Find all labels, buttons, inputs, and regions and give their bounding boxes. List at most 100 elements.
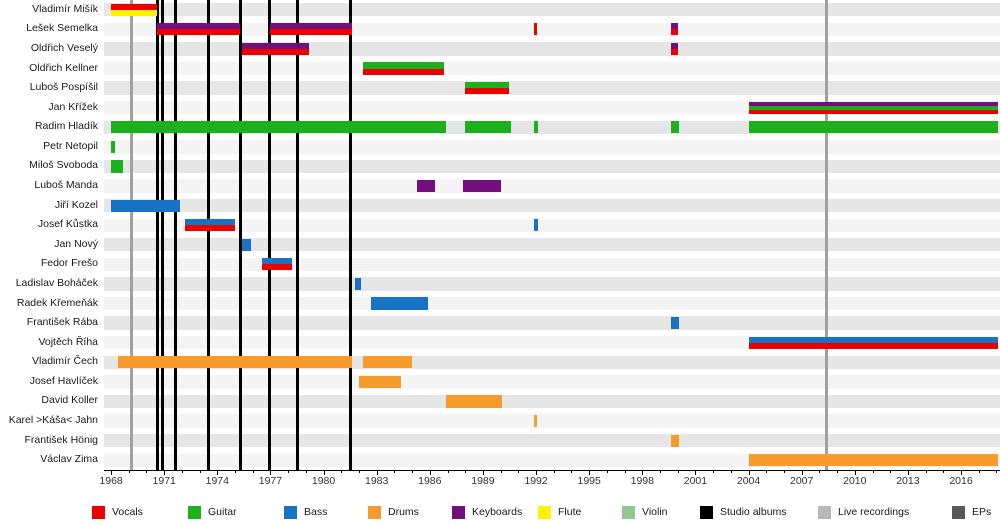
- tenure-bar[interactable]: [670, 434, 680, 447]
- year-tick-minor: [766, 470, 768, 473]
- tenure-bar[interactable]: [670, 317, 680, 330]
- year-tick-major: [270, 470, 272, 475]
- tenure-bar[interactable]: [534, 23, 537, 36]
- tenure-bar[interactable]: [111, 140, 115, 153]
- tenure-bar[interactable]: [748, 121, 999, 134]
- tenure-bar[interactable]: [111, 3, 158, 16]
- role-stripe-vocals: [270, 29, 352, 36]
- year-tick-major: [642, 470, 644, 475]
- tenure-bar[interactable]: [670, 42, 678, 55]
- release-marker-studio: [156, 0, 160, 470]
- legend-item-ep[interactable]: EPs: [952, 504, 991, 520]
- tenure-bar[interactable]: [465, 82, 510, 95]
- tenure-bar[interactable]: [445, 395, 503, 408]
- tenure-bar[interactable]: [111, 199, 181, 212]
- release-marker-live: [129, 0, 133, 470]
- year-tick-minor: [235, 470, 237, 473]
- legend-swatch-flute: [538, 505, 551, 519]
- legend-swatch-guitar: [188, 505, 201, 519]
- release-marker-studio: [239, 0, 243, 470]
- legend-swatch-vocals: [92, 505, 105, 519]
- legend-swatch-ep: [952, 505, 965, 519]
- release-marker-studio: [267, 0, 271, 470]
- year-tick-label: 2001: [683, 475, 708, 487]
- legend-item-keyboards[interactable]: Keyboards: [452, 504, 522, 520]
- role-stripe-keyboards: [157, 23, 241, 30]
- legend-item-bass[interactable]: Bass: [284, 504, 327, 520]
- legend-label-violin: Violin: [642, 505, 668, 518]
- axis-baseline: [104, 470, 1000, 471]
- tenure-bar[interactable]: [417, 179, 436, 193]
- year-tick-minor: [925, 470, 927, 473]
- member-name-label: František Rába: [26, 316, 98, 329]
- legend-item-violin[interactable]: Violin: [622, 504, 668, 520]
- tenure-bar[interactable]: [748, 454, 999, 467]
- year-tick-major: [536, 470, 538, 475]
- year-tick-label: 1983: [365, 475, 389, 487]
- row-band: [104, 277, 1000, 291]
- tenure-bar[interactable]: [371, 297, 429, 310]
- row-band: [104, 316, 1000, 330]
- tenure-bar[interactable]: [111, 160, 124, 173]
- member-name-label: Oldřich Veselý: [30, 41, 98, 54]
- tenure-bar[interactable]: [242, 238, 251, 251]
- role-stripe-guitar: [748, 121, 999, 134]
- tenure-bar[interactable]: [358, 375, 402, 388]
- year-tick-minor: [996, 470, 998, 473]
- year-tick-minor: [571, 470, 573, 473]
- year-tick-minor: [872, 470, 874, 473]
- tenure-bar[interactable]: [362, 62, 444, 75]
- role-stripe-vocals: [157, 29, 241, 36]
- member-name-label: Radim Hladík: [34, 120, 98, 133]
- role-stripe-bass: [355, 277, 361, 291]
- year-tick-minor: [146, 470, 148, 473]
- release-marker-studio: [296, 0, 299, 470]
- role-stripe-guitar: [465, 82, 510, 89]
- tenure-bar[interactable]: [118, 356, 352, 369]
- tenure-bar[interactable]: [670, 121, 680, 134]
- year-tick-label: 2004: [736, 475, 761, 487]
- legend-item-live[interactable]: Live recordings: [818, 504, 909, 520]
- legend: Vocals Guitar Bass Drums Keyboards Flute Violi…: [0, 502, 1000, 525]
- role-stripe-vocals: [111, 3, 158, 10]
- year-tick-major: [801, 470, 803, 475]
- member-name-label: Ladislav Boháček: [15, 276, 98, 289]
- year-tick-label: 1968: [99, 475, 123, 487]
- legend-label-flute: Flute: [558, 505, 582, 518]
- tenure-bar[interactable]: [670, 23, 678, 36]
- year-tick-major: [429, 470, 431, 475]
- legend-item-drums[interactable]: Drums: [368, 504, 419, 520]
- row-band: [104, 42, 1000, 56]
- year-tick-label: 1992: [524, 475, 548, 487]
- legend-item-flute[interactable]: Flute: [538, 504, 581, 520]
- tenure-bar[interactable]: [111, 121, 446, 134]
- year-tick-minor: [713, 470, 715, 473]
- tenure-bar[interactable]: [157, 23, 241, 36]
- year-tick-minor: [181, 470, 183, 473]
- legend-item-studio[interactable]: Studio albums: [700, 504, 787, 520]
- role-stripe-drums: [445, 395, 503, 408]
- tenure-bar[interactable]: [534, 121, 538, 134]
- tenure-bar[interactable]: [270, 23, 352, 36]
- year-tick-minor: [837, 470, 839, 473]
- tenure-bar[interactable]: [534, 219, 538, 232]
- tenure-bar[interactable]: [185, 219, 236, 232]
- legend-item-vocals[interactable]: Vocals: [92, 504, 143, 520]
- year-tick-label: 1980: [311, 475, 336, 487]
- legend-item-guitar[interactable]: Guitar: [188, 504, 237, 520]
- year-tick-major: [111, 470, 113, 475]
- year-tick-major: [323, 470, 325, 475]
- tenure-bar[interactable]: [261, 258, 292, 271]
- legend-label-ep: EPs: [972, 505, 992, 518]
- tenure-bar[interactable]: [242, 42, 310, 55]
- tenure-bar[interactable]: [362, 356, 413, 369]
- tenure-bar[interactable]: [463, 179, 501, 193]
- tenure-bar[interactable]: [748, 336, 999, 349]
- role-stripe-drums: [670, 434, 680, 447]
- role-stripe-guitar: [362, 62, 444, 69]
- tenure-bar[interactable]: [534, 414, 537, 428]
- tenure-bar[interactable]: [355, 277, 361, 291]
- tenure-bar[interactable]: [748, 101, 999, 114]
- tenure-bar[interactable]: [465, 121, 512, 134]
